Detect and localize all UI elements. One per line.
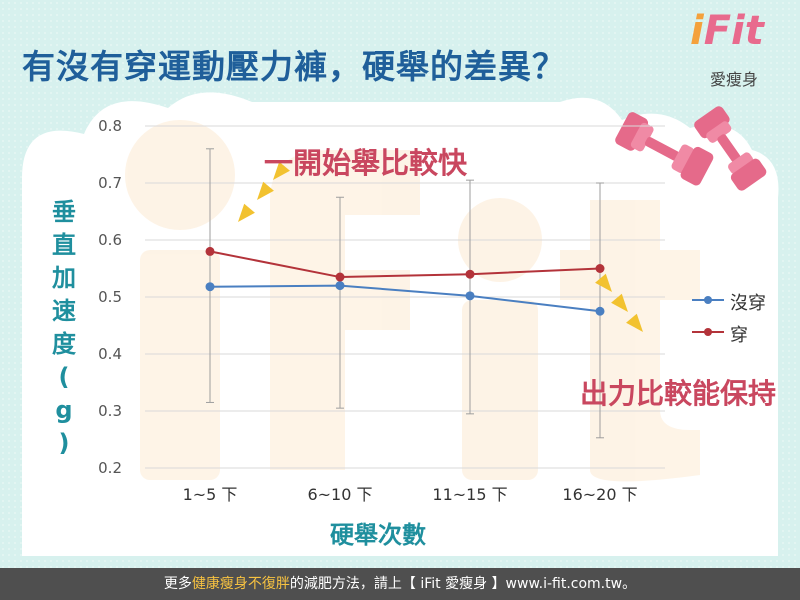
y-tick-label: 0.7	[98, 174, 122, 192]
y-axis-title-char: 加	[52, 264, 76, 292]
legend-swatch	[692, 328, 724, 336]
logo-subtitle: 愛瘦身	[710, 70, 759, 89]
brand-logo: iFit 愛瘦身	[690, 8, 790, 98]
y-axis-title-char: 速	[52, 297, 76, 325]
cloud-card-shape	[22, 92, 779, 556]
y-axis-title-char: (	[58, 363, 70, 391]
annotation-top: 一開始舉比較快	[264, 146, 468, 180]
y-axis-title-char: )	[58, 429, 70, 457]
footer-highlight: 健康瘦身不復胖	[191, 576, 290, 592]
arrow-icon	[238, 203, 255, 222]
dumbbell-icon	[694, 106, 767, 191]
y-tick-label: 0.8	[98, 117, 122, 135]
x-tick-labels: 1~5 下 6~10 下 11~15 下 16~20 下	[183, 485, 638, 504]
arrow-icon	[257, 181, 274, 200]
legend-label: 沒穿	[730, 293, 766, 314]
x-axis-title: 硬舉次數	[330, 521, 426, 549]
x-tick-label: 11~15 下	[432, 485, 507, 504]
logo-wordmark: iFit	[690, 8, 764, 54]
data-point	[205, 246, 215, 256]
dumbbell-icon	[615, 112, 714, 186]
series-line-1	[209, 250, 601, 279]
y-tick-label: 0.3	[98, 402, 122, 420]
annotation-arrows	[238, 161, 643, 332]
arrow-icon	[595, 273, 612, 292]
data-point	[595, 264, 605, 273]
y-tick-labels: 0.2 0.3 0.4 0.5 0.6 0.7 0.8	[98, 117, 122, 477]
series-line-0	[209, 284, 601, 313]
y-tick-label: 0.4	[98, 345, 122, 363]
legend-label: 穿	[730, 325, 748, 346]
legend-swatch	[692, 296, 724, 304]
arrow-icon	[626, 313, 643, 332]
y-axis-title-char: g	[55, 396, 73, 424]
arrow-icon	[611, 293, 628, 312]
y-tick-label: 0.6	[98, 231, 122, 249]
y-axis-title-char: 直	[52, 231, 76, 259]
footer-bar: 更多健康瘦身不復胖的減肥方法，請上【 iFit 愛瘦身 】www.i-fit.c…	[0, 568, 800, 600]
page-title: 有沒有穿運動壓力褲，硬舉的差異？	[22, 47, 566, 86]
x-tick-label: 1~5 下	[183, 485, 238, 504]
x-tick-label: 6~10 下	[307, 485, 372, 504]
y-axis-title: 垂直加速度 ( g)	[44, 196, 84, 460]
y-axis-title-char: 垂	[52, 198, 76, 226]
ifit-watermark	[125, 120, 700, 482]
footer-suffix: 的減肥方法，請上【 iFit 愛瘦身 】www.i-fit.com.tw。	[289, 576, 637, 592]
legend-item-no-garment: 沒穿	[690, 288, 790, 320]
y-axis-title-char: 度	[52, 330, 76, 358]
arrow-icon	[273, 161, 290, 180]
data-point	[595, 306, 605, 316]
gridlines	[145, 125, 665, 469]
data-point	[465, 269, 475, 279]
data-point	[205, 282, 215, 292]
y-tick-label: 0.2	[98, 459, 122, 477]
footer-prefix: 更多	[163, 576, 192, 592]
series-lines	[205, 246, 605, 316]
data-point	[335, 281, 345, 291]
annotation-bottom: 出力比較能保持	[580, 377, 777, 410]
data-point	[335, 272, 345, 282]
chart-legend: 沒穿 穿	[690, 288, 790, 352]
data-point	[465, 291, 475, 301]
y-tick-label: 0.5	[98, 288, 122, 306]
legend-item-garment: 穿	[690, 320, 790, 352]
x-tick-label: 16~20 下	[562, 485, 637, 504]
